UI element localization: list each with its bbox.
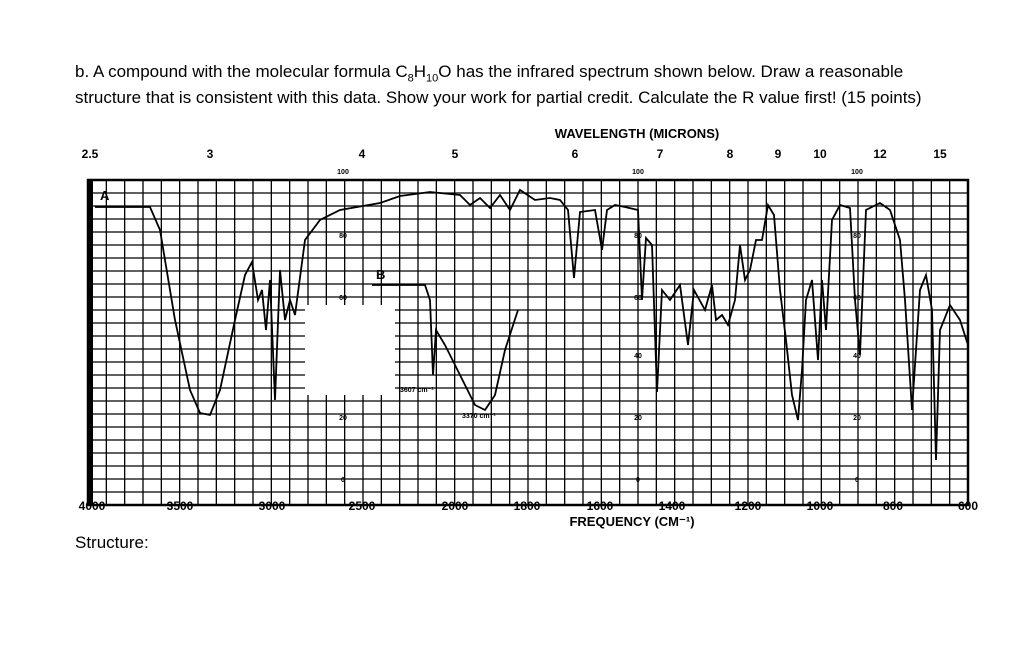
transmittance-tick: 20: [339, 415, 347, 422]
axis-title: FREQUENCY (CM⁻¹): [569, 514, 694, 529]
frequency-tick: 2500: [349, 499, 376, 513]
blank-box: [305, 305, 395, 395]
formula-part: 8: [407, 72, 414, 85]
transmittance-tick: 0: [341, 477, 345, 484]
question: b. A compound with the molecular formula…: [75, 62, 955, 107]
transmittance-tick: 80: [853, 233, 861, 240]
formula-part: H: [413, 62, 427, 81]
frequency-tick: 600: [958, 499, 978, 513]
inset-curve: [372, 284, 519, 412]
transmittance-tick: 40: [634, 353, 642, 360]
frequency-tick: 3000: [259, 499, 286, 513]
frequency-tick: 2000: [442, 499, 469, 513]
annotation: A: [100, 188, 110, 203]
annotation: 3607 cm⁻¹: [400, 387, 434, 394]
wavelength-tick: 6: [572, 147, 579, 161]
structure-label: Structure:: [75, 533, 149, 552]
transmittance-tick: 20: [634, 415, 642, 422]
frequency-tick: 4000: [79, 499, 106, 513]
frequency-tick: 800: [883, 499, 903, 513]
transmittance-tick: 60: [853, 295, 861, 302]
question-text: has the infrared spectrum shown below. D…: [75, 62, 922, 108]
wavelength-tick: 9: [775, 147, 782, 161]
wavelength-tick: 7: [657, 147, 664, 161]
wavelength-tick: 12: [873, 147, 887, 161]
frequency-tick: 1200: [735, 499, 762, 513]
transmittance-tick: 60: [339, 295, 347, 302]
transmittance-tick: 0: [855, 477, 859, 484]
wavelength-tick: 5: [452, 147, 459, 161]
question-text: b. A compound with the molecular formula: [75, 62, 391, 81]
transmittance-tick: 100: [337, 169, 349, 176]
frequency-tick: 1800: [514, 499, 541, 513]
transmittance-tick: 80: [634, 233, 642, 240]
frequency-tick: 3500: [167, 499, 194, 513]
transmittance-tick: 20: [853, 415, 861, 422]
formula: C8H10O: [395, 62, 452, 85]
formula-part: O: [438, 62, 452, 81]
transmittance-tick: 100: [632, 169, 644, 176]
wavelength-tick: 4: [359, 147, 366, 161]
frequency-tick: 1600: [587, 499, 614, 513]
wavelength-tick: 2.5: [82, 147, 99, 161]
frequency-tick: 1400: [659, 499, 686, 513]
wavelength-tick: 10: [813, 147, 827, 161]
transmittance-tick: 80: [339, 233, 347, 240]
wavelength-tick: 8: [727, 147, 734, 161]
spectrum-curve: [95, 188, 969, 461]
wavelength-tick: 3: [207, 147, 214, 161]
transmittance-tick: 0: [636, 477, 640, 484]
annotation: B: [376, 267, 385, 282]
transmittance-tick: 60: [634, 295, 642, 302]
annotation: 3370 cm⁻¹: [462, 413, 496, 420]
axis-title: WAVELENGTH (MICRONS): [555, 126, 719, 141]
transmittance-tick: 100: [851, 169, 863, 176]
transmittance-tick: 40: [853, 353, 861, 360]
wavelength-tick: 15: [933, 147, 947, 161]
frequency-tick: 1000: [807, 499, 834, 513]
formula-part: 10: [426, 72, 439, 85]
formula-part: C: [395, 62, 408, 81]
